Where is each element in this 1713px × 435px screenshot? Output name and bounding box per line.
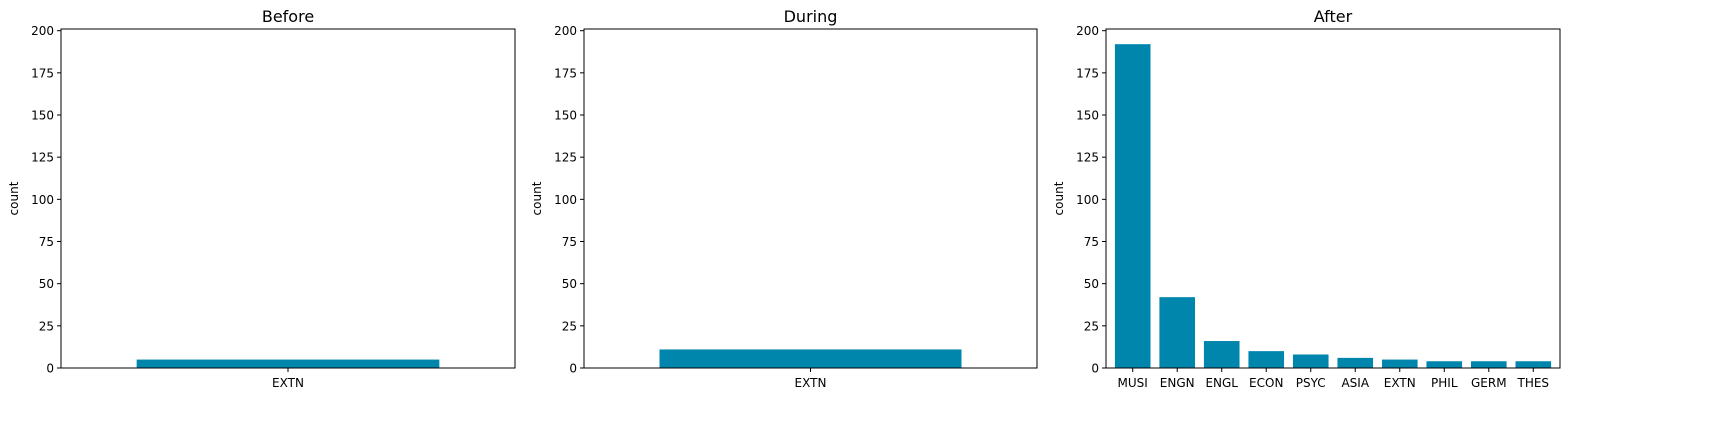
bar-engn	[1159, 297, 1196, 368]
y-tick-label: 150	[554, 109, 577, 123]
y-tick-label: 0	[46, 362, 54, 376]
y-tick-label: 25	[1084, 319, 1099, 333]
plot-frame	[583, 28, 1038, 369]
y-tick-label: 100	[31, 193, 54, 207]
chart-title: Before	[262, 7, 314, 26]
x-tick-label: ASIA	[1341, 376, 1369, 390]
bar-extn	[136, 359, 440, 368]
y-axis-label: count	[530, 181, 544, 215]
x-tick-label: PSYC	[1296, 376, 1326, 390]
x-tick-label: ENGN	[1160, 376, 1195, 390]
bar-thes	[1515, 361, 1552, 368]
y-axis-label: count	[7, 181, 21, 215]
y-tick-label: 0	[569, 362, 577, 376]
bar-psyc	[1292, 354, 1329, 368]
y-tick-label: 125	[1076, 151, 1099, 165]
x-tick-label: MUSI	[1118, 376, 1148, 390]
chart-panel-before: Before 0 25 50 75 100 125 150 175 200 EXTN count	[7, 7, 516, 390]
y-tick-label: 200	[1076, 24, 1099, 38]
bar-econ	[1248, 351, 1285, 368]
bar-phil	[1426, 361, 1463, 368]
y-tick-label: 75	[562, 235, 577, 249]
y-tick-label: 175	[31, 66, 54, 80]
y-tick-label: 25	[39, 319, 54, 333]
bar-extn	[659, 349, 962, 368]
y-tick-label: 150	[1076, 109, 1099, 123]
x-tick-label: EXTN	[1384, 376, 1416, 390]
y-tick-label: 25	[562, 319, 577, 333]
x-tick-label: ENGL	[1205, 376, 1238, 390]
y-tick-label: 125	[31, 151, 54, 165]
chart-panel-after: After 0 25 50 75 100 125 150 175 200 MUSI ENGN ENGL E…	[1052, 7, 1561, 390]
plot-frame	[1105, 28, 1561, 369]
y-tick-label: 175	[554, 66, 577, 80]
x-tick-label: ECON	[1249, 376, 1283, 390]
y-axis-label: count	[1052, 181, 1066, 215]
y-tick-label: 75	[1084, 235, 1099, 249]
y-tick-label: 50	[562, 277, 577, 291]
y-tick-label: 125	[554, 151, 577, 165]
y-tick-label: 50	[39, 277, 54, 291]
x-tick-label: GERM	[1471, 376, 1507, 390]
chart-panel-during: During 0 25 50 75 100 125 150 175 200 EXTN count	[530, 7, 1038, 390]
chart-title: After	[1314, 7, 1353, 26]
x-tick-label: EXTN	[795, 376, 827, 390]
bar-extn	[1381, 359, 1418, 368]
bar-germ	[1470, 361, 1507, 368]
y-tick-label: 150	[31, 109, 54, 123]
x-tick-label: PHIL	[1431, 376, 1458, 390]
bar-musi	[1114, 44, 1151, 368]
y-tick-label: 100	[554, 193, 577, 207]
y-tick-label: 75	[39, 235, 54, 249]
y-tick-label: 200	[31, 24, 54, 38]
y-tick-label: 200	[554, 24, 577, 38]
y-tick-label: 0	[1091, 362, 1099, 376]
x-tick-label: EXTN	[272, 376, 304, 390]
plot-frame	[60, 28, 516, 369]
y-tick-label: 100	[1076, 193, 1099, 207]
chart-title: During	[784, 7, 838, 26]
bar-engl	[1203, 341, 1240, 368]
bar-asia	[1337, 357, 1374, 368]
x-tick-label: THES	[1517, 376, 1550, 390]
y-tick-label: 175	[1076, 66, 1099, 80]
y-tick-label: 50	[1084, 277, 1099, 291]
